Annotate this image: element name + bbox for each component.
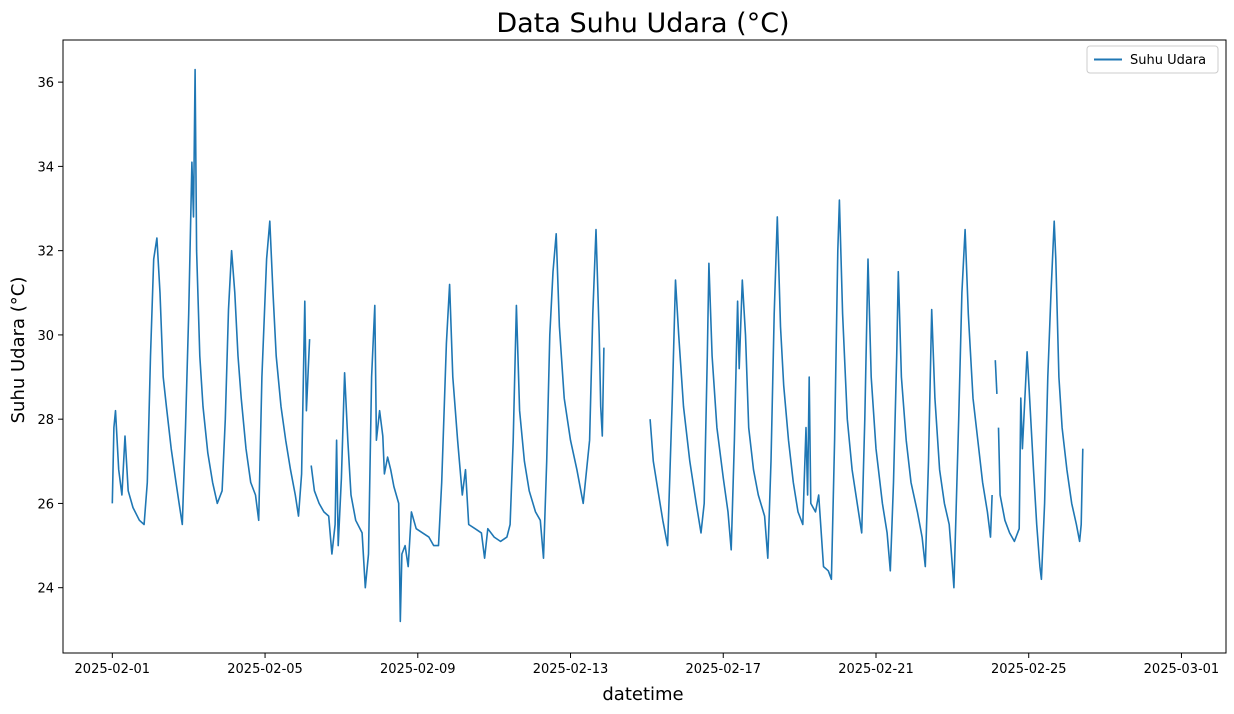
y-tick-label: 30 (37, 329, 54, 344)
y-tick-label: 26 (37, 497, 54, 512)
series-line-segment (649, 199, 993, 589)
x-tick-label: 2025-02-17 (685, 662, 761, 677)
series-line-segment (111, 68, 311, 526)
y-tick-label: 36 (37, 76, 54, 91)
x-tick-label: 2025-02-09 (380, 662, 456, 677)
series-line-segment (997, 220, 1084, 581)
y-tick-label: 34 (37, 160, 54, 175)
y-axis-label: Suhu Udara (°C) (8, 277, 29, 424)
x-tick-label: 2025-03-01 (1144, 662, 1220, 677)
x-tick-label: 2025-02-13 (533, 662, 609, 677)
x-tick-label: 2025-02-25 (991, 662, 1067, 677)
y-axis: 24 26 28 30 32 34 36 (37, 76, 63, 597)
y-tick-label: 28 (37, 413, 54, 428)
x-axis-label: datetime (602, 684, 683, 705)
plot-area (62, 39, 1227, 654)
x-tick-label: 2025-02-01 (75, 662, 151, 677)
legend-box (1086, 45, 1219, 74)
series-line-segment (310, 228, 605, 623)
x-tick-label: 2025-02-05 (227, 662, 303, 677)
chart-title: Data Suhu Udara (°C) (496, 8, 789, 39)
plot-frame (62, 39, 1227, 654)
y-tick-label: 24 (37, 582, 54, 597)
series-line-segment (994, 360, 998, 394)
x-tick-label: 2025-02-21 (838, 662, 914, 677)
legend-label: Suhu Udara (1130, 53, 1206, 68)
x-axis: 2025-02-01 2025-02-05 2025-02-09 2025-02-13… (75, 653, 1220, 677)
legend: Suhu Udara (1086, 45, 1219, 74)
y-tick-label: 32 (37, 245, 54, 260)
